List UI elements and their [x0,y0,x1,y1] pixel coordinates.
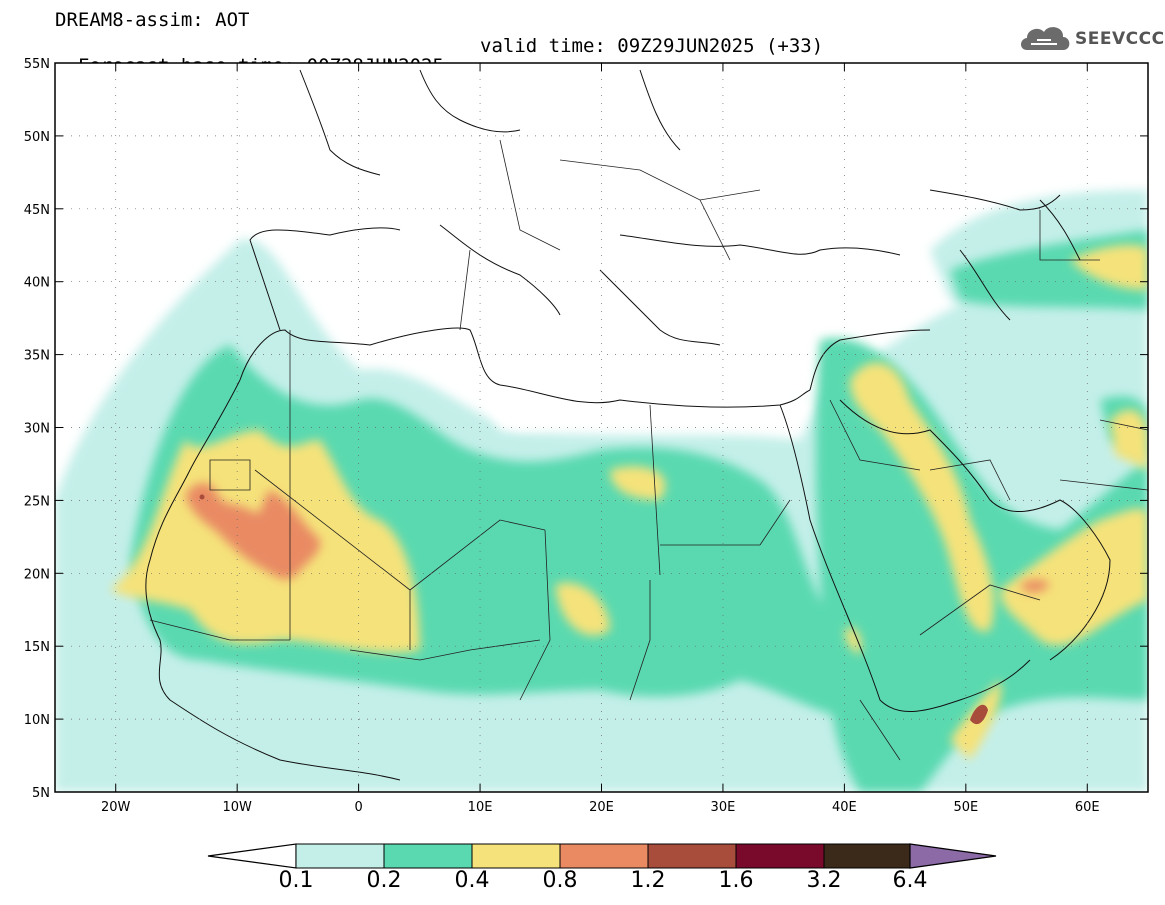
lat-tick-label: 45N [24,203,50,218]
country-borders [149,139,1148,761]
lat-tick-label: 40N [24,276,50,291]
aot-fields [55,63,1148,792]
colorbar-label: 1.6 [718,868,754,893]
lon-tick-label: 40E [832,800,857,815]
chart-title: DREAM8-assim: AOT [55,9,250,31]
seevccc-logo: SEEVCCC [1017,20,1164,56]
colorbar-label: 0.2 [366,868,402,893]
lat-tick-label: 35N [24,349,50,364]
cloud-icon [1021,27,1070,50]
lon-tick-label: 30E [711,800,736,815]
axis-ticks: 55N 50N 45N 40N 35N 30N 25N 20N 15N 10N 5N 20W 10W 0 1… [24,57,1148,815]
colorbar-label: 3.2 [806,868,842,893]
colorbar-bin-3 [471,843,561,869]
lat-tick-label: 15N [24,640,50,655]
colorbar-bin-4 [559,843,649,869]
aot-level-0.8 [185,483,1050,593]
lat-tick-label: 5N [32,786,50,801]
lat-tick-label: 50N [24,130,50,145]
colorbar-bin-5 [647,843,737,869]
colorbar-label: 0.8 [542,868,578,893]
colorbar-label: 0.1 [278,868,314,893]
colorbar-over-arrow [909,843,997,869]
colorbar-bin-7 [823,843,911,869]
colorbar-bin-2 [383,843,473,869]
logo-text: SEEVCCC [1075,29,1165,49]
lon-tick-label: 50E [953,800,978,815]
colorbar-label: 0.4 [454,868,490,893]
colorbar-bin-6 [735,843,825,869]
lat-tick-label: 10N [24,713,50,728]
lon-tick-label: 10W [222,800,252,815]
colorbar-under-arrow [207,843,297,869]
lon-tick-label: 60E [1075,800,1100,815]
lat-tick-label: 20N [24,567,50,582]
lon-tick-label: 0 [354,800,362,815]
colorbar-label: 1.2 [630,868,666,893]
lat-tick-label: 55N [24,57,50,72]
lat-tick-label: 30N [24,422,50,437]
lon-tick-label: 20W [101,800,131,815]
valid-time-label: valid time: 09Z29JUN2025 (+33) [480,35,824,57]
lat-tick-label: 25N [24,494,50,509]
lon-tick-label: 20E [589,800,614,815]
colorbar [207,843,997,869]
colorbar-bin-1 [295,843,385,869]
colorbar-label: 6.4 [892,868,928,893]
coastlines [145,69,1111,781]
lon-tick-label: 10E [468,800,493,815]
